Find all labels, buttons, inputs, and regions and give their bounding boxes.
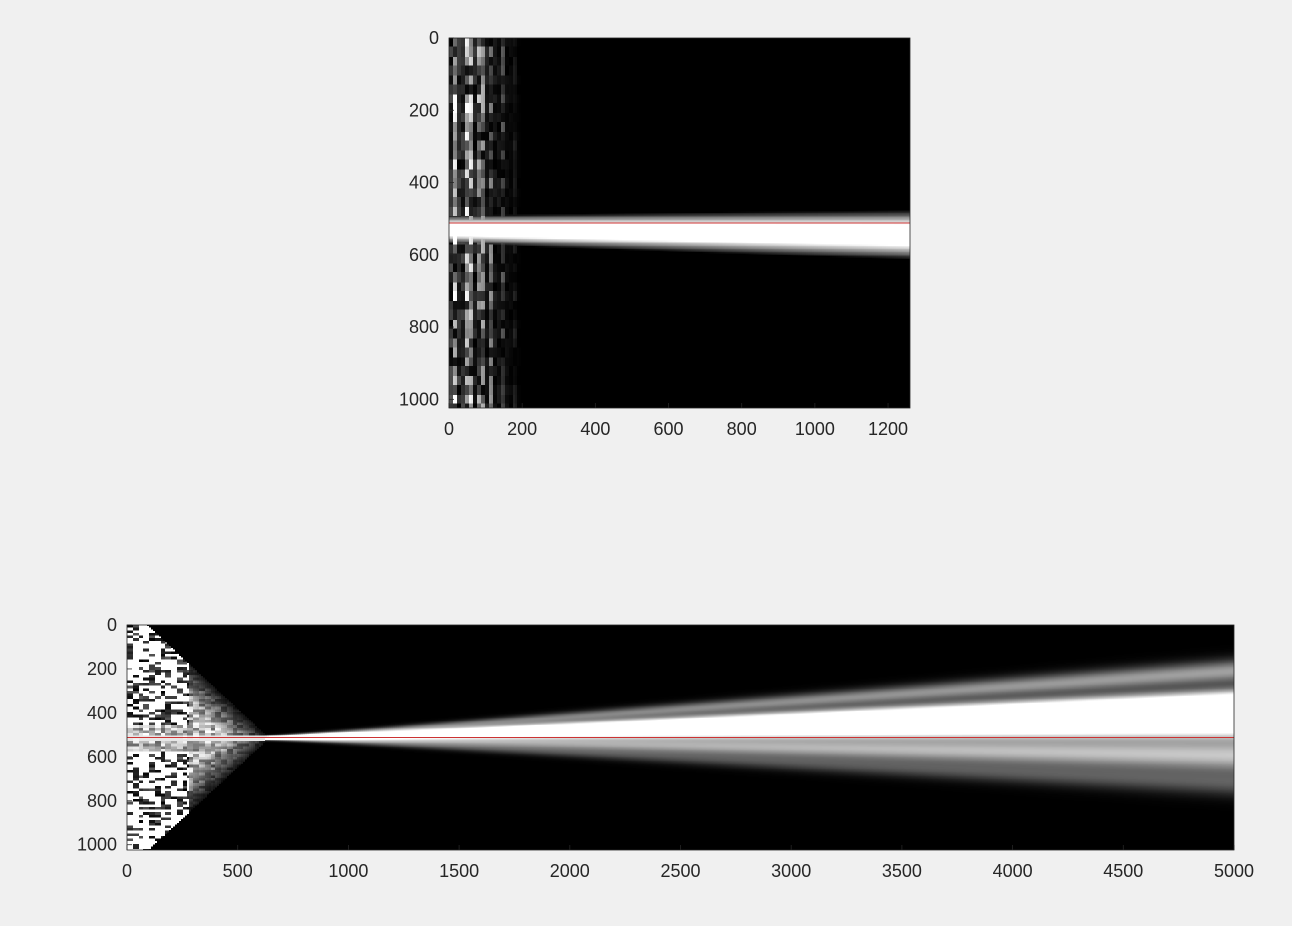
y-tick-label: 1000: [399, 389, 439, 409]
y-tick-label: 400: [409, 173, 439, 193]
heatmap-top: 0 200 400 600 800 1000 1200 0 200 400 600 800 1000: [399, 28, 911, 439]
x-tick-label: 3500: [882, 861, 922, 881]
y-tick-label: 1000: [77, 835, 117, 855]
y-tick-label: 600: [87, 747, 117, 767]
x-tick-label: 0: [122, 861, 132, 881]
x-tick-label: 5000: [1214, 861, 1254, 881]
x-tick-label: 200: [507, 419, 537, 439]
x-tick-label: 400: [580, 419, 610, 439]
y-tick-label: 0: [429, 28, 439, 48]
x-tick-label: 500: [223, 861, 253, 881]
y-tick-label: 800: [87, 791, 117, 811]
y-tick-label: 0: [107, 615, 117, 635]
y-tick-label: 200: [87, 659, 117, 679]
x-tick-label: 0: [444, 419, 454, 439]
x-tick-label: 3000: [771, 861, 811, 881]
x-tick-label: 4000: [993, 861, 1033, 881]
y-tick-label: 200: [409, 100, 439, 120]
x-tick-label: 4500: [1103, 861, 1143, 881]
x-tick-label: 600: [654, 419, 684, 439]
y-tick-label: 600: [409, 245, 439, 265]
heatmap-bottom: 0 500 1000 1500 2000 2500 3000 3500 4000 4500 5000…: [77, 615, 1254, 881]
x-tick-label: 800: [727, 419, 757, 439]
y-tick-label: 800: [409, 317, 439, 337]
x-tick-label: 1000: [795, 419, 835, 439]
x-tick-label: 2000: [550, 861, 590, 881]
x-tick-label: 2500: [660, 861, 700, 881]
x-tick-label: 1000: [328, 861, 368, 881]
x-tick-label: 1200: [868, 419, 908, 439]
axes-frame: [448, 37, 911, 409]
x-tick-label: 1500: [439, 861, 479, 881]
y-tick-label: 400: [87, 703, 117, 723]
